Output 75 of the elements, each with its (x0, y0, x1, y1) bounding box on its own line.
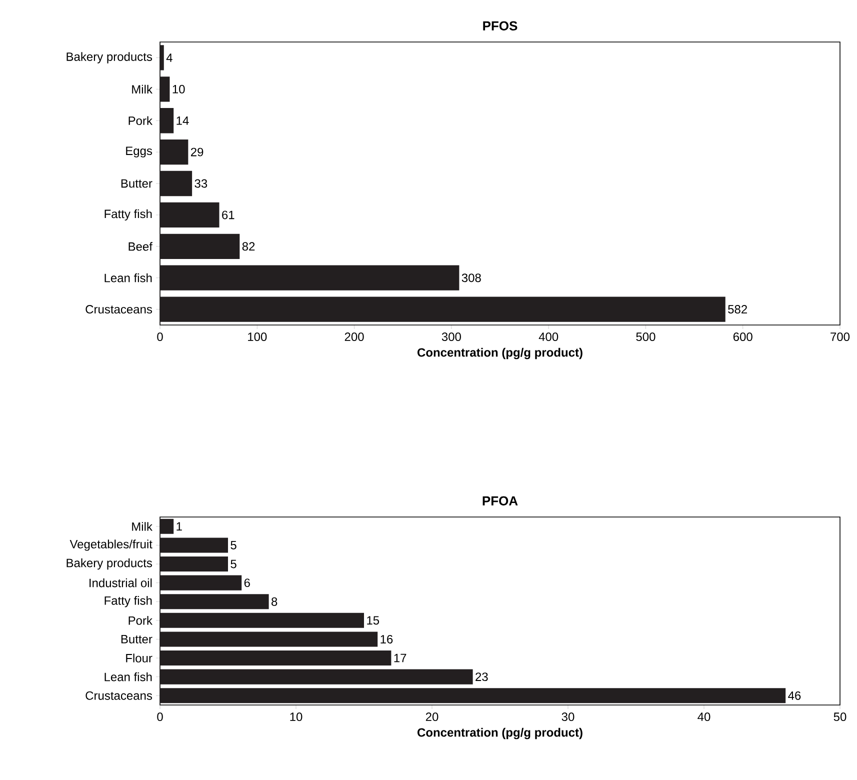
data-label: 61 (222, 210, 234, 220)
x-tick-label: 500 (636, 332, 656, 342)
bar (160, 575, 242, 590)
y-tick-label: Crustaceans (86, 691, 152, 700)
x-tick-label: 700 (830, 332, 850, 342)
data-label: 6 (244, 578, 250, 588)
bar (160, 650, 392, 666)
y-tick-label: Flour (126, 654, 152, 662)
bar (160, 594, 269, 610)
bar (160, 556, 228, 572)
x-tick-label: 0 (157, 332, 163, 342)
x-tick-label: 0 (157, 712, 163, 722)
data-label: 15 (367, 616, 380, 625)
bar (160, 538, 228, 553)
y-tick-label: Fatty fish (104, 209, 152, 221)
bar (160, 234, 240, 259)
data-label: 308 (462, 274, 481, 282)
data-label: 8 (272, 597, 278, 606)
data-label: 17 (394, 654, 406, 662)
x-tick-label: 10 (290, 712, 302, 722)
bar (160, 45, 164, 70)
y-tick-label: Milk (132, 84, 152, 94)
x-tick-label: 20 (426, 712, 438, 722)
data-label: 582 (728, 305, 747, 314)
y-tick-label: Pork (128, 616, 152, 625)
data-label: 5 (230, 560, 236, 568)
data-label: 4 (166, 54, 172, 62)
chart-title: PFOS (483, 21, 518, 30)
x-tick-label: 300 (442, 332, 461, 342)
chart-title: PFOA (482, 496, 518, 506)
bar (160, 202, 220, 228)
bar (160, 139, 188, 165)
y-tick-label: Vegetables/fruit (70, 540, 152, 551)
y-tick-label: Fatty fish (104, 596, 152, 608)
bar (160, 518, 174, 534)
y-tick-label: Beef (128, 242, 152, 251)
y-tick-label: Lean fish (104, 672, 152, 682)
data-label: 16 (380, 634, 393, 644)
bar (160, 265, 460, 290)
y-tick-label: Milk (132, 522, 152, 531)
y-tick-label: Pork (128, 116, 152, 126)
x-tick-label: 100 (248, 332, 267, 342)
bar (160, 108, 174, 134)
data-label: 33 (194, 179, 208, 188)
data-label: 82 (242, 242, 255, 251)
data-label: 23 (476, 672, 488, 682)
y-tick-label: Eggs (126, 146, 152, 158)
x-tick-label: 400 (538, 332, 558, 342)
data-label: 1 (176, 522, 182, 531)
x-tick-label: 40 (698, 712, 710, 722)
x-tick-label: 200 (344, 332, 364, 342)
data-label: 29 (190, 148, 204, 156)
x-tick-label: 30 (562, 712, 574, 722)
y-tick-label: Butter (121, 635, 152, 644)
bar (160, 170, 192, 196)
y-tick-label: Bakery products (66, 52, 152, 64)
bar (160, 632, 378, 647)
x-axis-title: Concentration (pg/g product) (417, 728, 582, 740)
y-tick-label: Butter (121, 179, 152, 188)
y-tick-label: Lean fish (104, 273, 152, 282)
x-tick-label: 600 (733, 332, 752, 342)
data-label: 5 (230, 541, 236, 550)
y-tick-label: Crustaceans (86, 305, 152, 314)
x-tick-label: 50 (834, 712, 846, 722)
data-label: 10 (172, 84, 185, 94)
bar (160, 669, 473, 684)
x-axis-title: Concentration (pg/g product) (417, 348, 582, 360)
y-tick-label: Bakery products (66, 558, 152, 570)
y-tick-label: Industrial oil (90, 578, 152, 588)
data-label: 46 (788, 691, 801, 700)
data-label: 14 (176, 116, 189, 125)
bar (160, 296, 726, 322)
bar (160, 76, 170, 102)
bar (160, 612, 364, 628)
bar (160, 688, 786, 704)
